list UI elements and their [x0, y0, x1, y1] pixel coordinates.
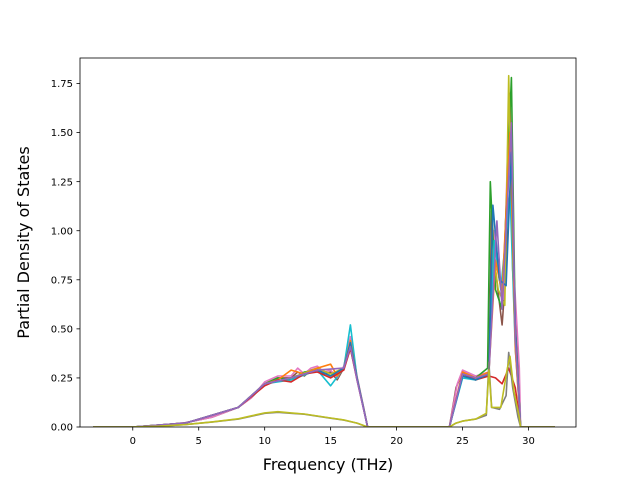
x-tick-label: 10: [258, 436, 271, 447]
x-axis: 0 5 10 15 20 25 30: [130, 427, 535, 447]
y-tick-label: 1.25: [51, 177, 73, 188]
plot-frame: [79, 57, 577, 428]
y-axis: 0.00 0.25 0.50 0.75 1.00 1.25 1.50 1.75: [51, 79, 80, 434]
y-tick-label: 1.75: [51, 79, 73, 90]
x-tick-label: 30: [522, 436, 535, 447]
y-tick-label: 0.25: [51, 374, 73, 385]
x-tick-label: 0: [130, 436, 136, 447]
x-tick-label: 15: [324, 436, 337, 447]
y-tick-label: 0.50: [51, 324, 73, 335]
y-tick-label: 1.50: [51, 128, 73, 139]
x-axis-label: Frequency (THz): [263, 455, 393, 474]
series-line-9: [93, 122, 555, 427]
y-tick-label: 0.00: [51, 423, 73, 434]
y-tick-label: 0.75: [51, 275, 73, 286]
x-tick-label: 5: [196, 436, 202, 447]
x-tick-label: 20: [390, 436, 403, 447]
x-tick-label: 25: [456, 436, 469, 447]
y-axis-label: Partial Density of States: [14, 146, 33, 338]
series-line-11: [93, 355, 555, 427]
y-tick-label: 1.00: [51, 226, 73, 237]
series-layer: [93, 74, 555, 427]
